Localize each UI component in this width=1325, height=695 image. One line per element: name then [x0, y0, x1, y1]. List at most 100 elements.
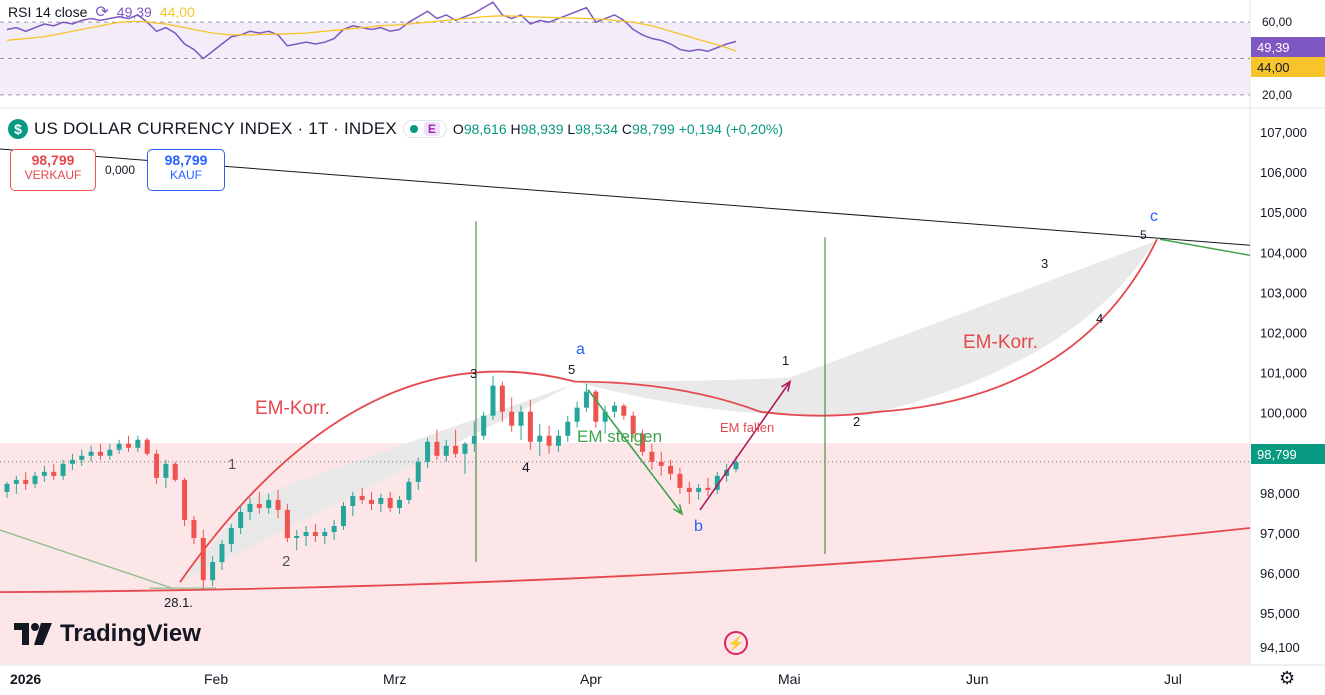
open-label: O [452, 121, 464, 137]
candle-body [41, 471, 47, 476]
dollar-coin-icon: $ [8, 119, 28, 139]
candle [658, 451, 664, 476]
candle [555, 429, 561, 452]
candle [406, 477, 412, 504]
candle-body [340, 505, 346, 526]
candle [32, 471, 38, 488]
time-tick: Jul [1164, 671, 1182, 687]
candle-body [537, 435, 543, 442]
candle-body [574, 407, 580, 422]
rsi-ma-badge-text: 44,00 [1257, 59, 1290, 75]
sell-button[interactable]: 98,799 VERKAUF [10, 149, 96, 191]
candle-body [499, 385, 505, 412]
candle-body [630, 415, 636, 434]
candle [668, 459, 674, 480]
candle-body [144, 439, 150, 454]
candle [630, 411, 636, 438]
market-status-pill[interactable]: E [402, 120, 447, 138]
candle [182, 477, 188, 526]
candle [247, 497, 253, 520]
candle-body [116, 443, 122, 450]
chart-settings-icon[interactable]: ⚙ [1279, 668, 1296, 688]
candle-body [172, 463, 178, 480]
candle-body [51, 471, 57, 476]
open-value: 98,616 [463, 121, 507, 137]
candle-body [518, 411, 524, 426]
buy-price: 98,799 [164, 152, 208, 168]
buy-button[interactable]: 98,799 KAUF [147, 149, 225, 191]
candle-body [378, 497, 384, 504]
candle-body [154, 453, 160, 478]
wave-2-right-label: 2 [853, 414, 860, 429]
candle [649, 443, 655, 470]
candle [369, 491, 374, 510]
candle [256, 491, 262, 514]
candle [527, 399, 533, 450]
price-tick: 94,100 [1260, 640, 1300, 655]
lightning-icon[interactable]: ⚡ [724, 631, 748, 655]
candle-body [555, 435, 561, 446]
wave-b-label: b [694, 518, 703, 535]
candle [69, 453, 75, 470]
candle-body [668, 465, 674, 474]
wave-5-right-label: 5 [1140, 228, 1147, 242]
candle [359, 487, 365, 504]
candle-body [126, 443, 131, 448]
old-trendline [0, 529, 173, 589]
earnings-badge[interactable]: E [423, 122, 440, 136]
candle-body [527, 411, 533, 442]
em-fallen-arrow [699, 381, 791, 511]
candle [126, 435, 131, 452]
candle [238, 505, 244, 534]
candle [443, 439, 449, 462]
rsi-pane: 60,00 20,00 [0, 1, 1292, 102]
candle [425, 437, 431, 468]
high-label: H [510, 121, 521, 137]
market-open-dot-icon [409, 125, 418, 133]
candle [312, 523, 318, 543]
candle [602, 405, 608, 434]
candle [154, 449, 160, 484]
price-tick: 98,000 [1260, 486, 1300, 501]
candle [13, 475, 19, 494]
candle-body [331, 525, 337, 532]
close-value: 98,799 [632, 121, 675, 137]
price-tick: 100,000 [1260, 406, 1307, 421]
rsi-ma-badge: 44,00 [1251, 57, 1325, 77]
wave-c-label: c [1150, 208, 1158, 225]
candle [97, 443, 103, 460]
candle [284, 503, 290, 543]
candle-body [4, 483, 10, 492]
candle [135, 435, 141, 452]
candle [331, 519, 337, 541]
candle [172, 461, 178, 482]
candle [593, 389, 599, 428]
price-tick: 107,000 [1260, 125, 1307, 140]
em-steigen-arrow [587, 389, 683, 515]
time-axis[interactable]: 2026 Feb Mrz Apr Mai Jun Jul [10, 671, 1182, 687]
candle-body [621, 405, 627, 416]
candle [565, 415, 571, 442]
rsi-tick: 60,00 [1262, 15, 1292, 29]
symbol-header[interactable]: $ US DOLLAR CURRENCY INDEX · 1T · INDEX … [8, 116, 783, 142]
ohlc-readout: O98,616 H98,939 L98,534 C98,799 +0,194 (… [453, 121, 783, 137]
candle-body [387, 497, 393, 508]
tradingview-logo[interactable]: TradingView [14, 620, 201, 648]
candle [107, 443, 113, 460]
em-fallen-label: EM fallen [720, 420, 774, 435]
em-korr-label-left: EM-Korr. [255, 398, 330, 419]
candle-body [612, 405, 617, 412]
candle-body [462, 443, 468, 454]
candle-body [546, 435, 552, 446]
candle-body [649, 451, 655, 462]
candle [116, 439, 122, 454]
candle [537, 423, 543, 456]
rsi-legend[interactable]: RSI 14 close ⟳ 49,39 44,00 [8, 2, 195, 22]
em-fallen-arrow-head [781, 379, 792, 392]
symbol-title[interactable]: US DOLLAR CURRENCY INDEX · 1T · INDEX [34, 119, 397, 138]
price-axis[interactable]: 107,000 106,000 105,000 104,000 103,000 102,0… [1260, 125, 1307, 655]
candle-body [359, 495, 365, 500]
candle [303, 525, 309, 547]
refresh-icon[interactable]: ⟳ [95, 4, 109, 21]
